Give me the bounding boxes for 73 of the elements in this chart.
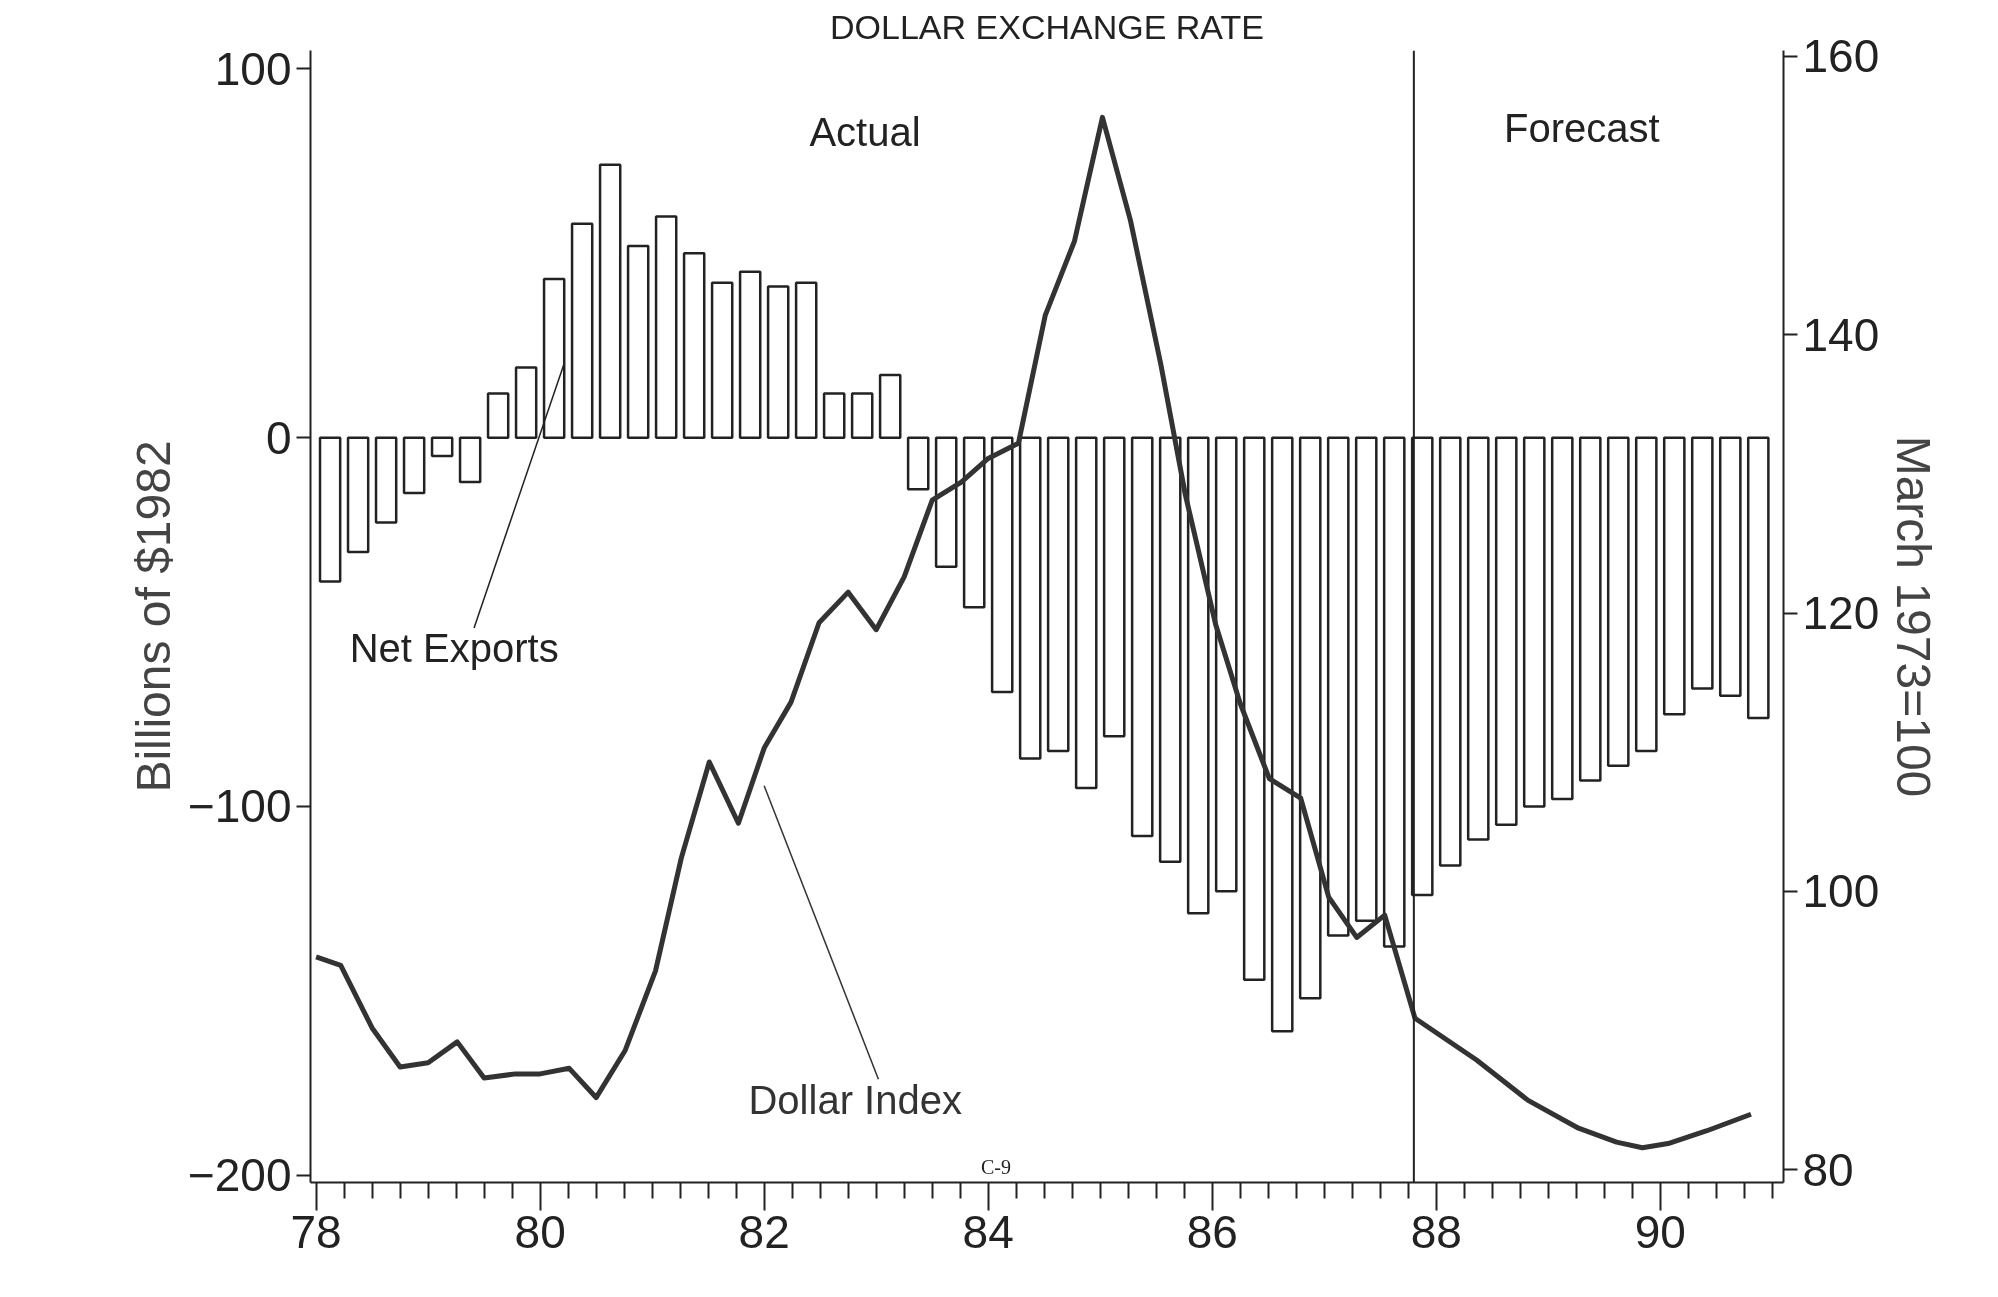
bar — [990, 436, 1014, 694]
bar — [570, 222, 594, 439]
bar — [1046, 436, 1070, 753]
bar — [906, 436, 930, 491]
x-tick-label: 86 — [1186, 1205, 1238, 1258]
bar — [1522, 436, 1546, 808]
bar — [1214, 436, 1238, 893]
bar — [346, 436, 370, 554]
bar — [654, 215, 678, 439]
bar — [1242, 436, 1266, 981]
bar — [850, 392, 874, 439]
x-tick-label: 78 — [290, 1205, 342, 1258]
bar — [738, 270, 762, 439]
bar — [1746, 436, 1770, 720]
bar — [598, 163, 622, 439]
bar — [1634, 436, 1658, 753]
bar — [682, 252, 706, 439]
y-axis-title: Billions of $1982 — [126, 440, 180, 793]
y2-axis-title: March 1973=100 — [1887, 435, 1941, 798]
x-tick-label: 82 — [738, 1205, 790, 1258]
bar — [1102, 436, 1126, 738]
bar — [878, 373, 902, 439]
bar — [1466, 436, 1490, 841]
bar — [458, 436, 482, 484]
bar — [1018, 436, 1042, 760]
bar — [1578, 436, 1602, 782]
y-tick-label: 100 — [214, 42, 292, 95]
y-tick-label: 0 — [265, 411, 292, 464]
bar — [430, 436, 454, 458]
y2-tick-label: 100 — [1802, 865, 1880, 918]
bar — [318, 436, 342, 583]
series-label: Net Exports — [349, 625, 559, 670]
bar — [822, 392, 846, 439]
bar — [962, 436, 986, 609]
x-tick-label: 90 — [1634, 1205, 1686, 1258]
annotation: Forecast — [1504, 105, 1660, 150]
bar — [1690, 436, 1714, 690]
y-tick-label: −100 — [187, 780, 292, 833]
y-tick-label: −200 — [187, 1149, 292, 1202]
bar — [1382, 436, 1406, 948]
bar — [1298, 436, 1322, 1000]
bar — [374, 436, 398, 524]
y2-tick-label: 140 — [1802, 308, 1880, 361]
bar — [1354, 436, 1378, 922]
x-tick-label: 84 — [962, 1205, 1014, 1258]
bar — [1662, 436, 1686, 716]
bar — [794, 281, 818, 439]
bar — [486, 392, 510, 439]
annotation: C-9 — [981, 1155, 1012, 1178]
bar — [1130, 436, 1154, 838]
bar — [626, 244, 650, 439]
x-tick-label: 88 — [1410, 1205, 1462, 1258]
bar — [1158, 436, 1182, 863]
text: Dollar Index — [748, 1077, 962, 1122]
bar — [1718, 436, 1742, 698]
bar — [402, 436, 426, 495]
bar — [1326, 436, 1350, 937]
y2-tick-label: 80 — [1802, 1143, 1854, 1196]
bar — [1550, 436, 1574, 801]
bar — [1186, 436, 1210, 915]
bar — [710, 281, 734, 439]
bar — [1494, 436, 1518, 827]
bar — [766, 285, 790, 439]
annotation: Actual — [809, 109, 921, 154]
bar — [934, 436, 958, 568]
y2-tick-label: 120 — [1802, 587, 1880, 640]
y2-tick-label: 160 — [1802, 30, 1880, 83]
chart-title: DOLLAR EXCHANGE RATE — [830, 7, 1264, 46]
bar — [1074, 436, 1098, 790]
bar — [1438, 436, 1462, 867]
bar — [1270, 436, 1294, 1033]
bar — [1606, 436, 1630, 768]
x-tick-label: 80 — [514, 1205, 566, 1258]
